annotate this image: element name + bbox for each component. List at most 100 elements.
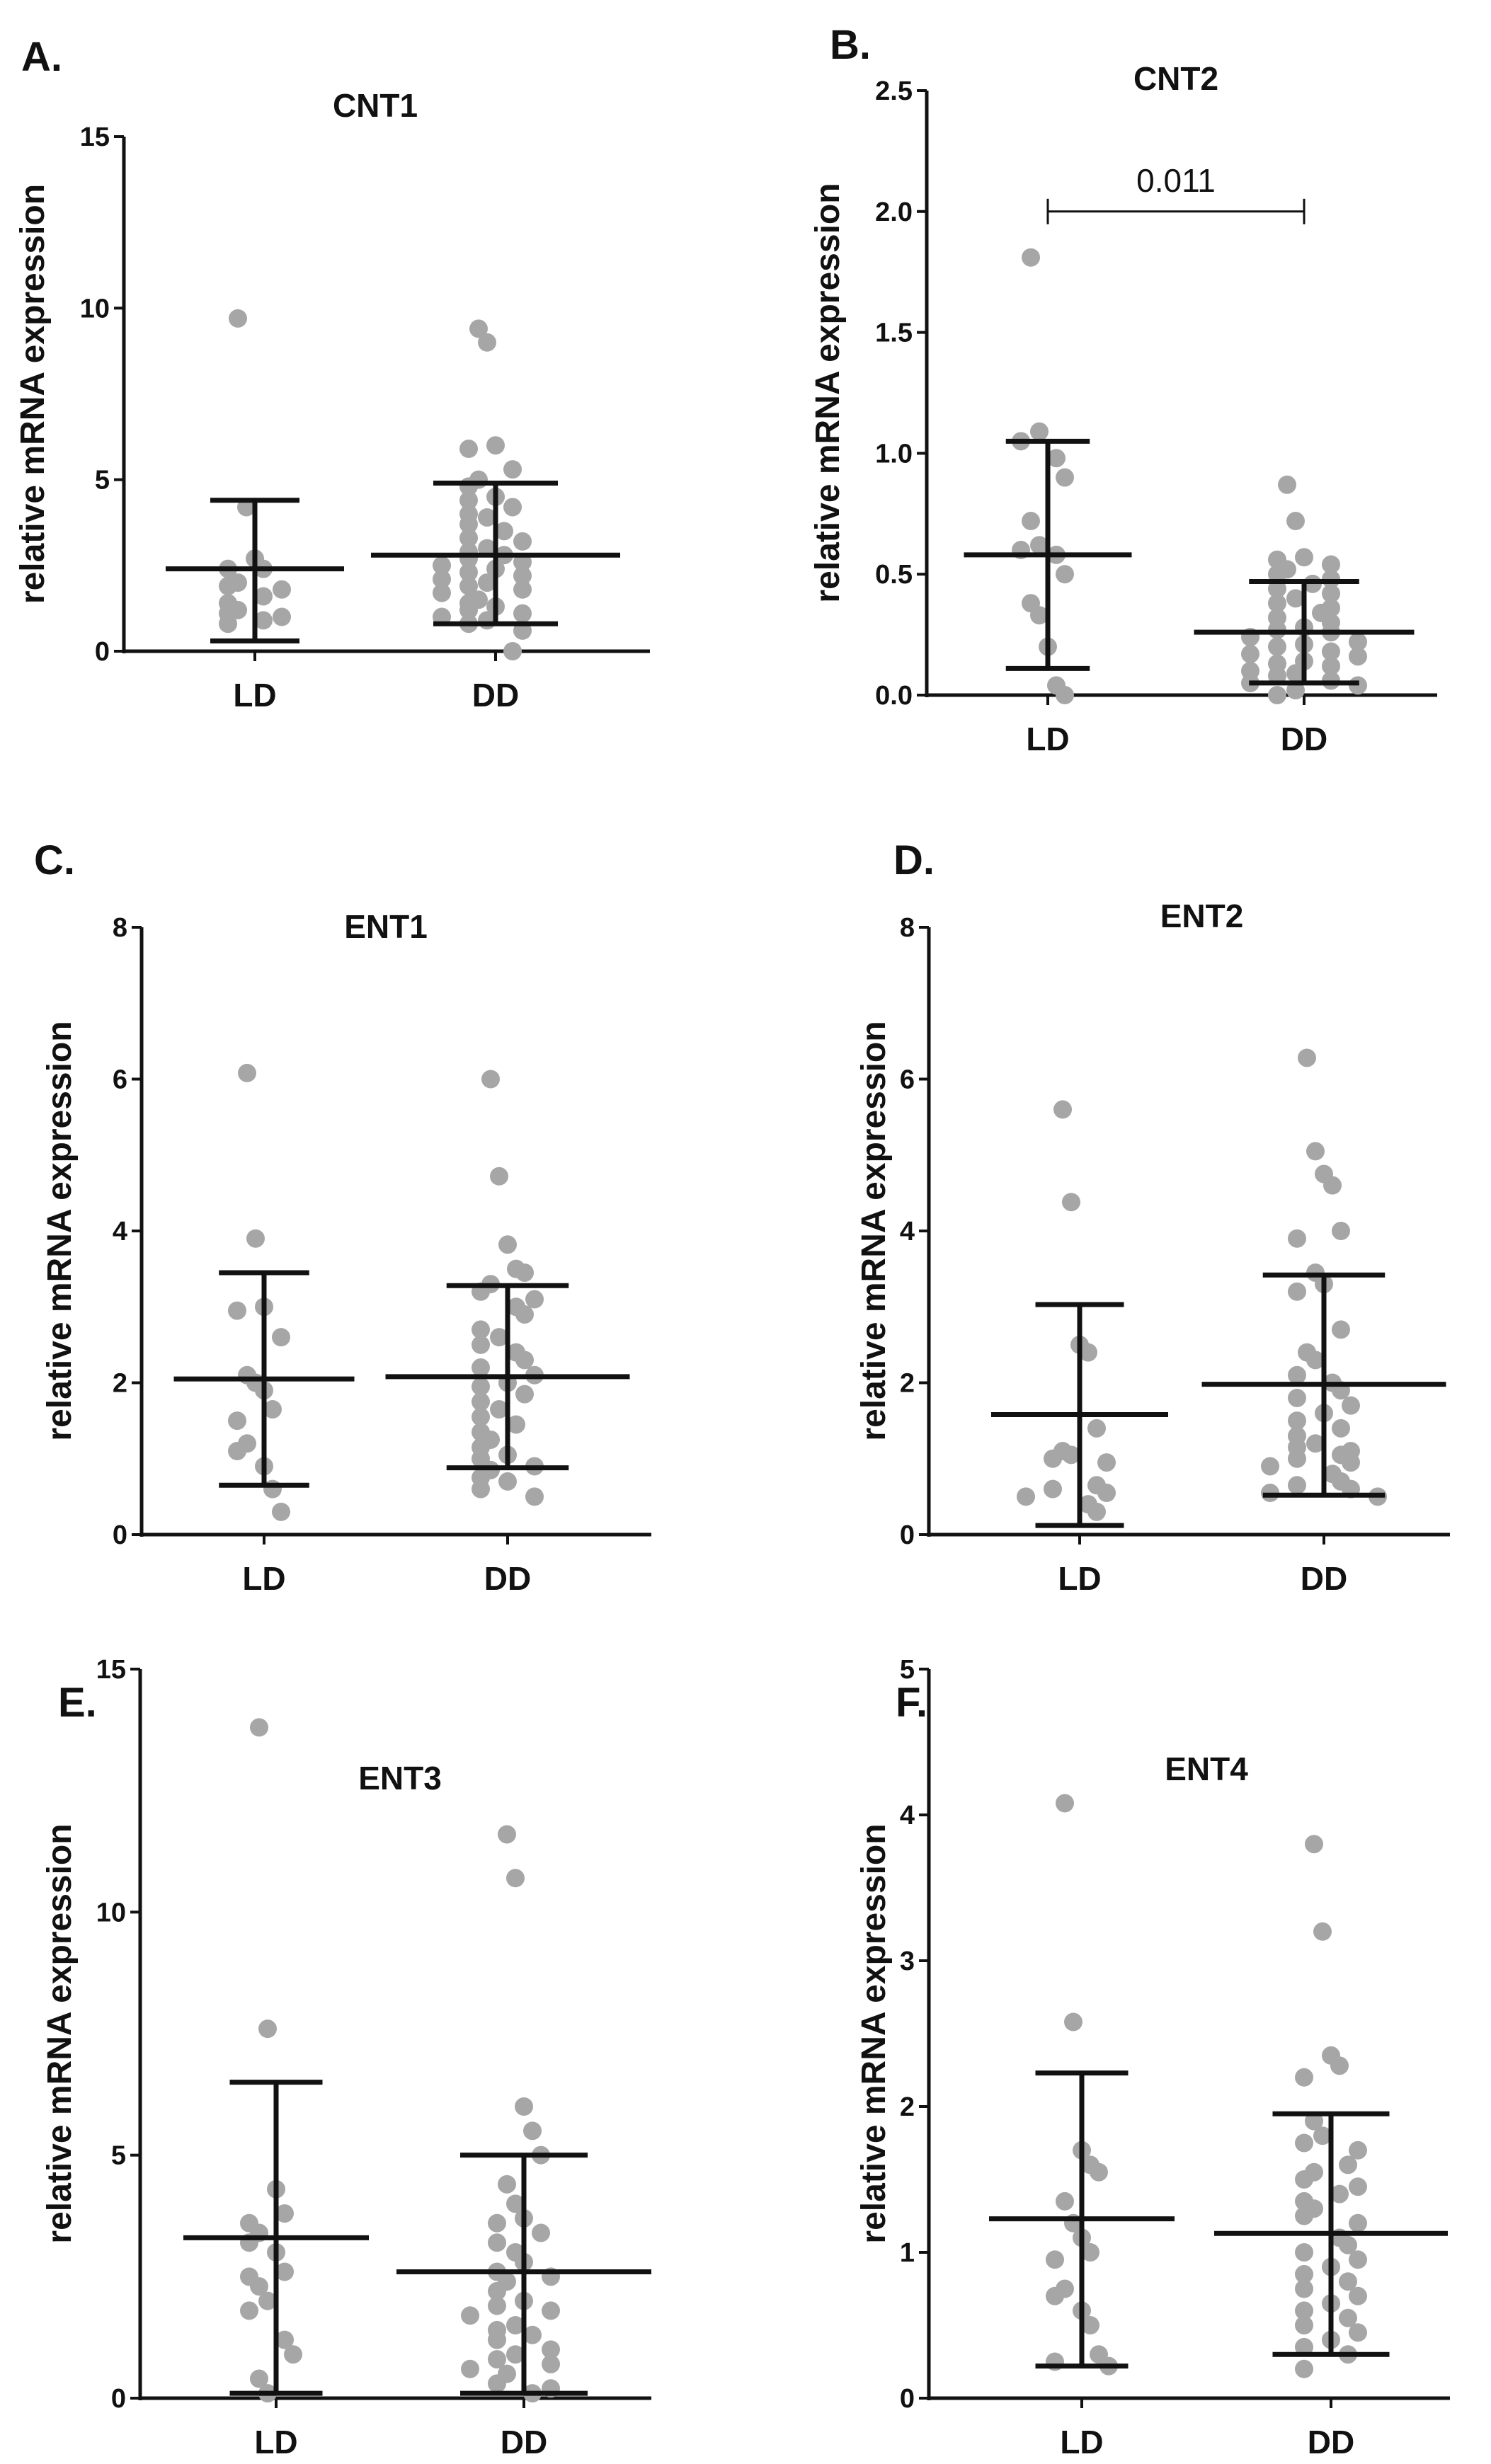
panel-letter: F.: [896, 1680, 927, 1726]
chart-panel-ent3: E. ENT3 relative mRNA expression 0 5 10 15 LD DD: [41, 1655, 651, 2460]
data-point-dd: [459, 515, 478, 534]
data-point-dd: [478, 333, 496, 352]
y-tick-label: 1.5: [875, 319, 913, 348]
y-tick-label: 0.5: [875, 560, 913, 590]
data-point-dd: [1305, 2111, 1323, 2131]
data-point-dd: [513, 604, 532, 623]
data-point-ld: [273, 580, 291, 599]
y-tick-label: 0: [113, 1520, 127, 1550]
panel-letter: C.: [34, 837, 75, 883]
data-point-ld: [1056, 2191, 1074, 2211]
data-point-dd: [513, 532, 532, 551]
data-point-dd: [433, 556, 451, 575]
data-point-dd: [1295, 2316, 1313, 2334]
x-tick-label-ld: LD: [1058, 1560, 1101, 1597]
data-point-dd: [1268, 686, 1286, 704]
data-point-dd: [1349, 2177, 1367, 2196]
data-point-ld: [258, 2019, 277, 2039]
data-point-dd: [488, 2213, 506, 2233]
data-point-dd: [490, 1328, 508, 1347]
data-point-dd: [472, 1320, 490, 1339]
data-point-ld: [1056, 1794, 1074, 1813]
data-point-dd: [1313, 2126, 1332, 2145]
data-point-dd: [515, 1351, 534, 1370]
data-point-dd: [1295, 2170, 1313, 2189]
data-point-dd: [515, 1263, 534, 1282]
data-point-ld: [272, 1502, 290, 1521]
panel-letter: E.: [58, 1680, 97, 1726]
data-point-dd: [1295, 2264, 1313, 2284]
data-point-ld: [1022, 512, 1040, 531]
data-point-dd: [1295, 2068, 1313, 2087]
data-point-dd: [459, 576, 478, 595]
data-point-dd: [1305, 1835, 1323, 1854]
data-point-dd: [478, 508, 496, 527]
data-point-dd: [498, 2174, 516, 2194]
data-point-ld: [1030, 606, 1049, 625]
data-point-ld: [219, 614, 237, 634]
data-point-dd: [461, 2359, 479, 2378]
data-point-ld: [1046, 2286, 1064, 2305]
data-point-dd: [459, 563, 478, 582]
x-tick-label-ld: LD: [1026, 721, 1069, 757]
data-point-dd: [459, 529, 478, 548]
y-tick-label: 2: [900, 2092, 915, 2122]
data-point-dd: [488, 2350, 506, 2369]
data-point-ld: [275, 2262, 294, 2281]
y-tick-label: 8: [900, 913, 915, 943]
data-point-dd: [461, 2306, 479, 2325]
data-point-dd: [1349, 2213, 1367, 2233]
chart-panel-ent4: F. ENT4 relative mRNA expression 0 1 2 3 4 5 LD DD: [855, 1655, 1450, 2460]
chart-panel-ent2: D. ENT2 relative mRNA expression 0 2 4 6 8 LD DD: [855, 837, 1450, 1597]
data-point-dd: [1339, 2272, 1357, 2291]
x-tick-label-ld: LD: [254, 2424, 297, 2460]
chart-title: ENT3: [358, 1760, 442, 1797]
data-point-ld: [1047, 449, 1066, 468]
data-point-dd: [515, 1385, 534, 1404]
y-tick-label: 6: [900, 1065, 915, 1095]
data-point-dd: [1298, 1048, 1316, 1067]
data-point-dd: [513, 580, 532, 599]
data-point-dd: [498, 1825, 516, 1844]
y-tick-label: 4: [900, 1217, 915, 1247]
y-tick-label: 2.5: [875, 76, 913, 106]
data-point-dd: [488, 2233, 506, 2252]
data-point-dd: [1286, 512, 1305, 531]
data-point-dd: [498, 1472, 517, 1491]
data-point-ld: [219, 576, 237, 595]
data-point-ld: [238, 1063, 256, 1082]
data-point-dd: [525, 1290, 544, 1309]
data-point-dd: [1349, 632, 1367, 651]
data-point-dd: [1268, 565, 1286, 584]
data-point-dd: [481, 1070, 500, 1089]
data-point-ld: [263, 1400, 282, 1419]
data-point-dd: [1306, 1434, 1325, 1453]
y-tick-label: 15: [80, 122, 110, 152]
data-point-ld: [1062, 1445, 1080, 1465]
y-axis-label: relative mRNA expression: [41, 1823, 79, 2243]
data-point-dd: [478, 573, 496, 592]
data-point-dd: [506, 2316, 525, 2334]
data-point-dd: [1339, 2308, 1357, 2327]
data-point-ld: [246, 1229, 265, 1248]
chart-title: CNT2: [1133, 60, 1218, 97]
data-point-dd: [1349, 2141, 1367, 2160]
x-tick-label-dd: DD: [472, 677, 519, 714]
data-point-dd: [1349, 2323, 1367, 2342]
data-point-ld: [1064, 2012, 1082, 2032]
data-point-ld: [1030, 536, 1049, 555]
data-point-dd: [469, 319, 488, 338]
data-point-ld: [229, 309, 247, 328]
data-point-dd: [488, 2296, 506, 2315]
data-point-dd: [472, 1377, 490, 1396]
y-tick-label: 15: [96, 1655, 126, 1685]
data-point-dd: [515, 1305, 534, 1324]
data-point-ld: [1081, 2316, 1099, 2334]
data-point-ld: [1081, 2243, 1099, 2262]
y-tick-label: 4: [113, 1217, 127, 1247]
data-point-dd: [459, 600, 478, 619]
data-point-dd: [498, 1235, 517, 1254]
data-point-dd: [1339, 2235, 1357, 2254]
data-point-dd: [1286, 589, 1305, 608]
panel-letter: A.: [21, 34, 62, 80]
